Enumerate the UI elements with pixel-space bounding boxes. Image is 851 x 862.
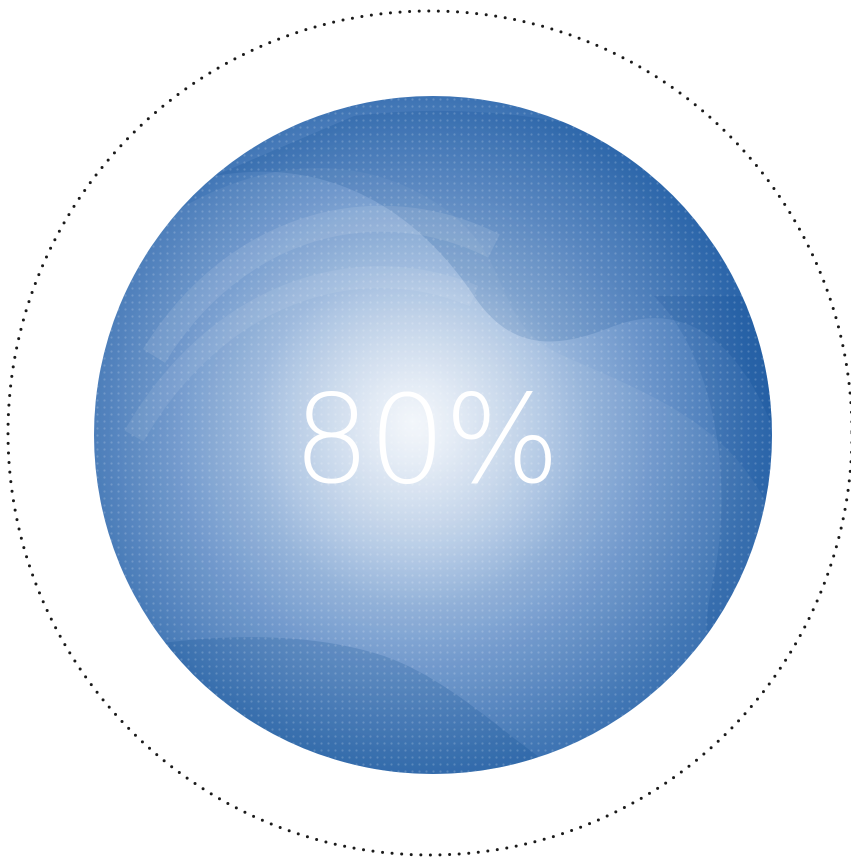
- progress-orb: [94, 96, 772, 774]
- orb-texture: [94, 96, 772, 774]
